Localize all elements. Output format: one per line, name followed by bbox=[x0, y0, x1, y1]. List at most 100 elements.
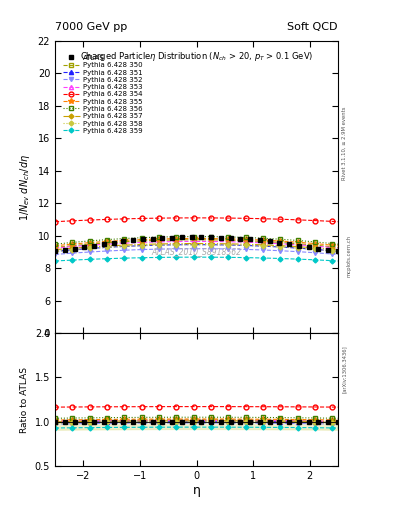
Pythia 6.428 357 bbox=[53, 247, 57, 253]
Pythia 6.428 351 bbox=[70, 247, 75, 253]
Pythia 6.428 355 bbox=[214, 236, 219, 242]
Pythia 6.428 359 bbox=[76, 257, 81, 263]
Pythia 6.428 354 bbox=[122, 216, 127, 222]
Pythia 6.428 351 bbox=[185, 242, 190, 248]
Pythia 6.428 359 bbox=[261, 255, 265, 261]
Pythia 6.428 357 bbox=[266, 242, 271, 248]
Pythia 6.428 351 bbox=[209, 242, 213, 248]
Pythia 6.428 352 bbox=[214, 246, 219, 252]
Pythia 6.428 356 bbox=[156, 234, 161, 240]
Pythia 6.428 359 bbox=[266, 255, 271, 261]
Pythia 6.428 354 bbox=[237, 215, 242, 221]
Pythia 6.428 351 bbox=[139, 243, 144, 249]
Pythia 6.428 358 bbox=[180, 242, 184, 248]
Pythia 6.428 355 bbox=[289, 239, 294, 245]
Text: ATLAS_2010_S8918562: ATLAS_2010_S8918562 bbox=[151, 247, 242, 256]
Pythia 6.428 356 bbox=[203, 233, 208, 240]
Pythia 6.428 353 bbox=[139, 239, 144, 245]
Pythia 6.428 350 bbox=[203, 237, 208, 243]
Pythia 6.428 357 bbox=[330, 246, 334, 252]
Pythia 6.428 354 bbox=[203, 215, 208, 221]
Pythia 6.428 358 bbox=[336, 248, 340, 254]
Pythia 6.428 356 bbox=[70, 240, 75, 246]
Pythia 6.428 353 bbox=[59, 245, 63, 251]
ATLAS bbox=[160, 235, 165, 241]
Pythia 6.428 356 bbox=[174, 233, 179, 240]
Pythia 6.428 357 bbox=[232, 241, 237, 247]
Pythia 6.428 359 bbox=[272, 255, 277, 262]
Pythia 6.428 355 bbox=[105, 239, 109, 245]
Pythia 6.428 353 bbox=[284, 241, 288, 247]
ATLAS bbox=[92, 243, 96, 249]
Pythia 6.428 354 bbox=[168, 215, 173, 221]
Pythia 6.428 353 bbox=[64, 244, 69, 250]
Pythia 6.428 351 bbox=[99, 245, 104, 251]
Pythia 6.428 353 bbox=[174, 239, 179, 245]
Pythia 6.428 352 bbox=[237, 246, 242, 252]
Pythia 6.428 353 bbox=[237, 239, 242, 245]
Pythia 6.428 352 bbox=[220, 246, 225, 252]
Pythia 6.428 351 bbox=[197, 242, 202, 248]
Pythia 6.428 350 bbox=[312, 242, 317, 248]
Pythia 6.428 357 bbox=[116, 242, 121, 248]
Pythia 6.428 359 bbox=[87, 257, 92, 263]
Pythia 6.428 356 bbox=[145, 234, 150, 241]
Pythia 6.428 358 bbox=[226, 242, 231, 248]
Pythia 6.428 352 bbox=[289, 248, 294, 254]
Pythia 6.428 357 bbox=[307, 244, 312, 250]
Pythia 6.428 353 bbox=[105, 241, 109, 247]
Pythia 6.428 353 bbox=[220, 239, 225, 245]
Line: Pythia 6.428 359: Pythia 6.428 359 bbox=[53, 255, 340, 263]
Pythia 6.428 357 bbox=[324, 246, 329, 252]
Pythia 6.428 354 bbox=[151, 215, 156, 221]
ATLAS bbox=[287, 241, 292, 247]
Pythia 6.428 350 bbox=[232, 237, 237, 243]
Pythia 6.428 354 bbox=[289, 217, 294, 223]
Pythia 6.428 350 bbox=[87, 241, 92, 247]
Pythia 6.428 353 bbox=[162, 239, 167, 245]
Pythia 6.428 359 bbox=[81, 257, 86, 263]
Text: [arXiv:1306.3436]: [arXiv:1306.3436] bbox=[342, 345, 346, 393]
Pythia 6.428 357 bbox=[180, 241, 184, 247]
Pythia 6.428 357 bbox=[70, 245, 75, 251]
Pythia 6.428 355 bbox=[53, 243, 57, 249]
Pythia 6.428 358 bbox=[116, 244, 121, 250]
Pythia 6.428 356 bbox=[116, 236, 121, 242]
Pythia 6.428 356 bbox=[266, 236, 271, 242]
Pythia 6.428 353 bbox=[203, 239, 208, 245]
Pythia 6.428 357 bbox=[128, 242, 132, 248]
Pythia 6.428 350 bbox=[128, 239, 132, 245]
Pythia 6.428 350 bbox=[53, 244, 57, 250]
Pythia 6.428 354 bbox=[174, 215, 179, 221]
Pythia 6.428 352 bbox=[162, 246, 167, 252]
Pythia 6.428 356 bbox=[180, 233, 184, 240]
Pythia 6.428 351 bbox=[307, 246, 312, 252]
Pythia 6.428 353 bbox=[180, 239, 184, 245]
Pythia 6.428 359 bbox=[162, 254, 167, 261]
Pythia 6.428 352 bbox=[191, 246, 196, 252]
ATLAS bbox=[72, 246, 77, 252]
Pythia 6.428 356 bbox=[232, 234, 237, 240]
ATLAS bbox=[180, 234, 184, 241]
Pythia 6.428 359 bbox=[59, 258, 63, 264]
Pythia 6.428 359 bbox=[289, 256, 294, 262]
Pythia 6.428 357 bbox=[278, 243, 283, 249]
Pythia 6.428 353 bbox=[278, 241, 283, 247]
Pythia 6.428 353 bbox=[87, 242, 92, 248]
Pythia 6.428 353 bbox=[185, 239, 190, 245]
ATLAS bbox=[277, 240, 282, 246]
Pythia 6.428 357 bbox=[237, 241, 242, 247]
Pythia 6.428 351 bbox=[289, 245, 294, 251]
Pythia 6.428 358 bbox=[145, 242, 150, 248]
Pythia 6.428 356 bbox=[209, 233, 213, 240]
Pythia 6.428 354 bbox=[99, 217, 104, 223]
Pythia 6.428 356 bbox=[76, 239, 81, 245]
Pythia 6.428 359 bbox=[139, 254, 144, 261]
Pythia 6.428 352 bbox=[312, 250, 317, 256]
Pythia 6.428 354 bbox=[330, 218, 334, 224]
ATLAS bbox=[62, 247, 67, 253]
Pythia 6.428 355 bbox=[110, 238, 115, 244]
Pythia 6.428 351 bbox=[156, 242, 161, 248]
Pythia 6.428 351 bbox=[214, 242, 219, 248]
Pythia 6.428 354 bbox=[261, 216, 265, 222]
